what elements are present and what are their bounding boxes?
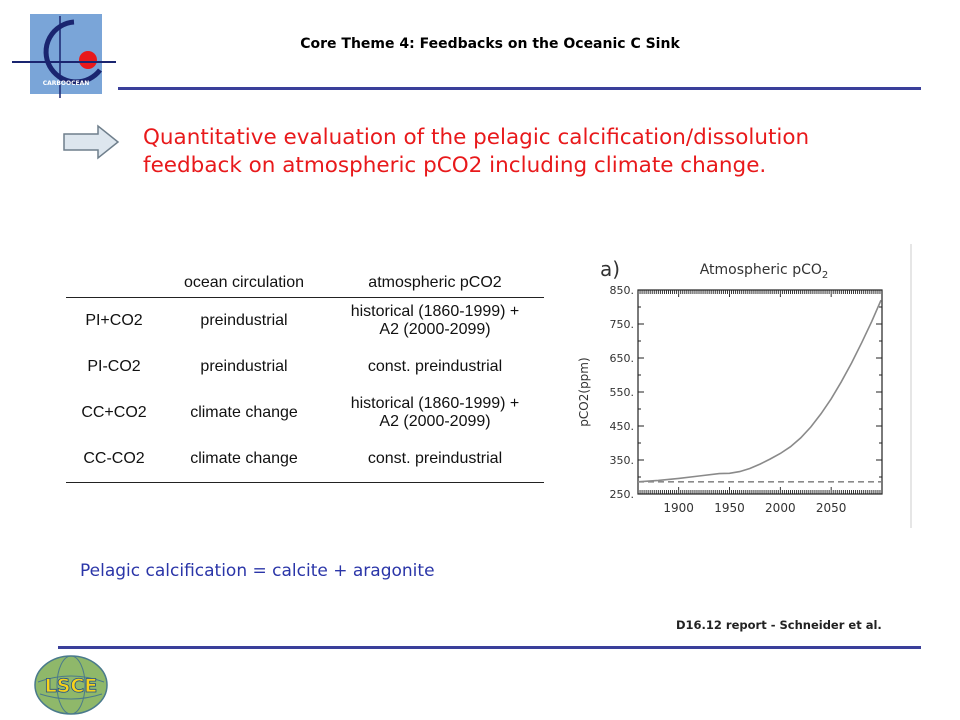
ocean-circulation: preindustrial: [200, 312, 288, 329]
objective-line-1: Quantitative evaluation of the pelagic c…: [143, 125, 810, 150]
table-row: PI-CO2 preindustrial const. preindustria…: [66, 344, 544, 390]
page-title: Core Theme 4: Feedbacks on the Oceanic C…: [300, 36, 680, 52]
y-tick-label: 850.: [610, 284, 635, 297]
experiment-id: PI-CO2: [87, 358, 141, 375]
objective-text: Quantitative evaluation of the pelagic c…: [143, 124, 943, 180]
experiment-id: CC+CO2: [81, 404, 147, 421]
objective-line-2: feedback on atmospheric pCO2 including c…: [143, 153, 767, 178]
chart-title: Atmospheric pCO2: [700, 262, 829, 281]
pco2-line: A2 (2000-2099): [379, 413, 491, 430]
pco2-series-line: [637, 299, 882, 483]
logo-text: CARBOOCEAN: [43, 80, 90, 87]
atmospheric-pco2: historical (1860-1999) + A2 (2000-2099): [326, 390, 544, 436]
y-tick-label: 750.: [610, 318, 635, 331]
arrow-right-icon: [62, 124, 122, 160]
atmospheric-pco2: const. preindustrial: [326, 344, 544, 390]
header-divider: [118, 87, 921, 90]
plot-frame: [637, 289, 883, 495]
ocean-circulation: preindustrial: [200, 358, 288, 375]
citation-text: D16.12 report - Schneider et al.: [676, 618, 882, 632]
lsce-logo: LSCE: [30, 652, 112, 716]
x-tick-label: 2000: [765, 501, 796, 515]
table-row: CC-CO2 climate change const. preindustri…: [66, 436, 544, 483]
panel-label: a): [600, 257, 620, 281]
pco2-chart: a) Atmospheric pCO2 250. 350. 450. 550. 650.…: [570, 244, 912, 528]
y-tick-label: 550.: [610, 386, 635, 399]
experiment-table: ocean circulation atmospheric pCO2 PI+CO…: [66, 270, 544, 483]
table-row: CC+CO2 climate change historical (1860-1…: [66, 390, 544, 436]
y-axis-label: pCO2(ppm): [577, 357, 591, 426]
pco2-line: historical (1860-1999) +: [350, 303, 520, 320]
table-header-cell: atmospheric pCO2: [326, 270, 544, 298]
carboocean-logo: CARBOOCEAN: [12, 12, 122, 102]
pco2-line: const. preindustrial: [367, 450, 503, 467]
table-header-cell: ocean circulation: [162, 270, 326, 298]
y-tick-label: 650.: [610, 352, 635, 365]
pco2-chart-svg: a) Atmospheric pCO2 250. 350. 450. 550. 650.…: [577, 244, 912, 528]
atmospheric-pco2: const. preindustrial: [326, 436, 544, 483]
footer-divider: [58, 646, 921, 649]
table-row: PI+CO2 preindustrial historical (1860-19…: [66, 298, 544, 345]
table-header-row: ocean circulation atmospheric pCO2: [66, 270, 544, 298]
experiment-id: PI+CO2: [85, 312, 143, 329]
atmospheric-pco2: historical (1860-1999) + A2 (2000-2099): [326, 298, 544, 345]
pco2-line: historical (1860-1999) +: [350, 395, 520, 412]
y-tick-label: 450.: [610, 420, 635, 433]
definition-text: Pelagic calcification = calcite + aragon…: [80, 561, 435, 581]
pco2-line: A2 (2000-2099): [379, 321, 491, 338]
x-tick-label: 1900: [663, 501, 694, 515]
experiment-id: CC-CO2: [66, 436, 162, 483]
ocean-circulation: climate change: [162, 436, 326, 483]
ocean-circulation: climate change: [190, 404, 298, 421]
table-header-cell: [66, 270, 162, 298]
x-tick-label: 2050: [816, 501, 847, 515]
x-tick-label: 1950: [714, 501, 745, 515]
y-tick-label: 350.: [610, 454, 635, 467]
pco2-line: const. preindustrial: [367, 358, 503, 375]
y-tick-label: 250.: [610, 488, 635, 501]
logo-text: LSCE: [45, 675, 98, 697]
